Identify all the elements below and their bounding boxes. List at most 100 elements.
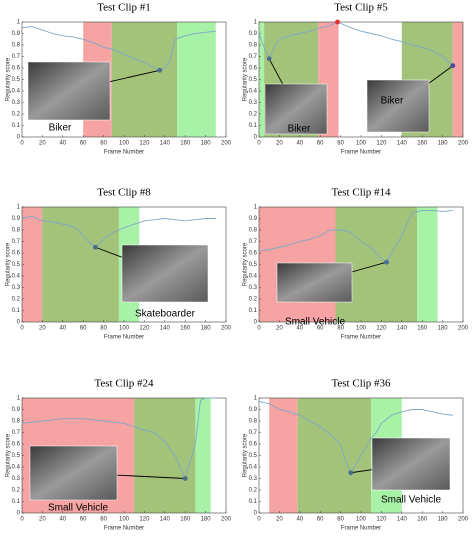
x-tick-label: 20: [276, 141, 283, 147]
x-tick-label: 0: [20, 141, 24, 147]
x-tick-label: 0: [20, 517, 24, 523]
x-axis-label: Frame Number: [341, 335, 381, 341]
y-tick-label: 0.2: [249, 297, 258, 303]
y-tick-label: 1: [17, 205, 21, 211]
y-tick-label: 0.2: [12, 488, 21, 494]
x-tick-label: 160: [180, 141, 191, 147]
x-axis-label: Frame Number: [341, 150, 381, 156]
x-tick-label: 200: [458, 517, 469, 523]
inset-photo: [264, 83, 328, 135]
x-tick-label: 80: [100, 326, 107, 332]
y-tick-label: 0.1: [12, 123, 21, 129]
x-tick-label: 40: [59, 141, 66, 147]
x-tick-label: 180: [201, 141, 212, 147]
x-axis-label: Frame Number: [341, 526, 381, 532]
y-tick-label: 0.5: [12, 453, 21, 459]
x-tick-label: 180: [438, 141, 449, 147]
caption: Skateboarder: [135, 309, 196, 320]
region: [111, 22, 178, 137]
x-tick-label: 160: [417, 141, 428, 147]
marker: [93, 244, 98, 250]
chart-title: Test Clip #1: [97, 2, 151, 14]
y-tick-label: 0.3: [12, 100, 21, 106]
y-tick-label: 0.2: [12, 112, 21, 118]
y-tick-label: 0.6: [12, 251, 21, 257]
y-tick-label: 0.8: [12, 228, 21, 234]
caption: Biker: [49, 123, 72, 134]
x-tick-label: 40: [59, 517, 66, 523]
y-tick-label: 0.9: [249, 31, 258, 37]
x-tick-label: 160: [180, 517, 191, 523]
score-line: [258, 401, 453, 474]
x-tick-label: 80: [100, 517, 107, 523]
y-tick-label: 1: [17, 20, 21, 26]
y-tick-label: 0.5: [249, 453, 258, 459]
x-tick-label: 200: [221, 517, 232, 523]
y-tick-label: 0.1: [12, 499, 21, 505]
y-axis-label: Regularity score: [6, 242, 12, 286]
inset-photo: [276, 262, 353, 303]
chart-title: Test Clip #24: [94, 378, 154, 390]
marker: [182, 476, 188, 481]
x-tick-label: 120: [376, 326, 387, 332]
region: [452, 22, 463, 137]
x-tick-label: 80: [337, 326, 344, 332]
region: [177, 22, 216, 137]
y-tick-label: 0.6: [249, 66, 258, 72]
chart-title: Test Clip #36: [331, 378, 391, 390]
y-tick-label: 0.6: [12, 442, 21, 448]
x-tick-label: 40: [296, 326, 303, 332]
x-tick-label: 100: [119, 326, 130, 332]
x-tick-label: 120: [139, 141, 150, 147]
y-axis-label: Regularity score: [6, 433, 12, 477]
y-tick-label: 0.4: [12, 89, 21, 95]
y-tick-label: 0.9: [12, 31, 21, 37]
x-axis-label: Frame Number: [104, 150, 144, 156]
x-tick-label: 200: [458, 141, 469, 147]
region: [42, 207, 119, 322]
x-tick-label: 20: [39, 141, 46, 147]
y-tick-label: 0: [17, 511, 21, 517]
x-tick-label: 20: [39, 326, 46, 332]
y-tick-label: 0: [254, 511, 258, 517]
region: [259, 22, 265, 137]
caption: Small Vehicle: [48, 503, 108, 514]
y-tick-label: 0.6: [249, 442, 258, 448]
x-axis-label: Frame Number: [104, 526, 144, 532]
x-tick-label: 0: [257, 326, 261, 332]
y-tick-label: 0.4: [12, 465, 21, 471]
x-tick-label: 20: [276, 326, 283, 332]
x-tick-label: 120: [376, 517, 387, 523]
y-axis-label: Regularity score: [243, 433, 249, 477]
y-tick-label: 0.7: [12, 430, 21, 436]
y-tick-label: 0.7: [12, 239, 21, 245]
marker: [157, 67, 163, 73]
y-tick-label: 0.4: [249, 274, 258, 280]
score-line: [21, 397, 216, 480]
x-tick-label: 100: [356, 517, 367, 523]
region: [269, 398, 298, 513]
x-tick-label: 100: [119, 517, 130, 523]
y-tick-label: 0.2: [249, 112, 258, 118]
x-tick-label: 200: [221, 326, 232, 332]
y-tick-label: 0.8: [249, 228, 258, 234]
y-tick-label: 1: [254, 20, 258, 26]
x-tick-label: 160: [417, 517, 428, 523]
inset-photo: [29, 445, 118, 501]
y-tick-label: 0.3: [249, 285, 258, 291]
x-axis-label: Frame Number: [104, 335, 144, 341]
y-tick-label: 1: [254, 396, 258, 402]
y-tick-label: 0.6: [12, 66, 21, 72]
y-tick-label: 0: [254, 320, 258, 326]
y-tick-label: 0: [254, 135, 258, 141]
y-tick-label: 0.3: [12, 476, 21, 482]
y-tick-label: 0.4: [12, 274, 21, 280]
inset-photo: [121, 244, 209, 303]
y-tick-label: 0.1: [249, 123, 258, 129]
y-tick-label: 0.7: [249, 54, 258, 60]
inset-photo: [366, 79, 430, 133]
x-tick-label: 180: [201, 326, 212, 332]
y-tick-label: 0.9: [12, 407, 21, 413]
